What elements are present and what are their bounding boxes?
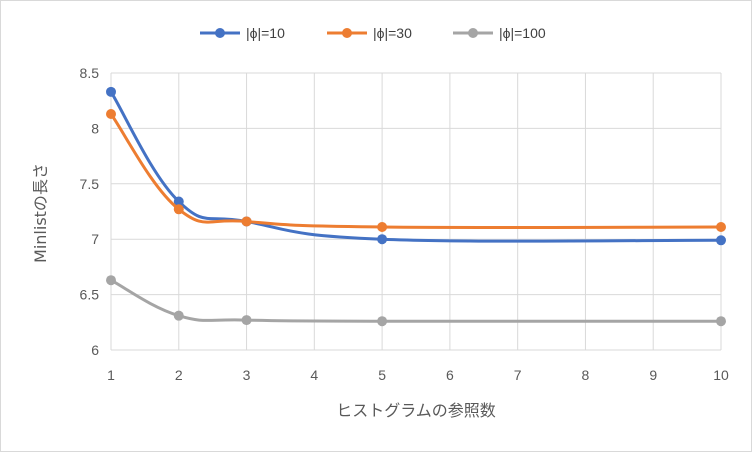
legend-marker [215, 28, 225, 38]
data-point [106, 275, 116, 286]
x-tick-label: 4 [310, 367, 318, 383]
y-tick-label: 7 [91, 231, 99, 247]
data-point [377, 316, 388, 327]
x-tick-label: 5 [378, 367, 386, 383]
data-point [241, 315, 252, 326]
data-point [173, 196, 184, 207]
y-axis-ticks: 6 6.5 7 7.5 8 8.5 [80, 65, 100, 358]
data-point [377, 222, 388, 233]
data-point [173, 310, 184, 321]
legend-item: |ϕ|=30 [327, 25, 412, 41]
legend-label: |ϕ|=30 [373, 25, 412, 41]
x-tick-label: 7 [514, 367, 522, 383]
x-tick-label: 6 [446, 367, 454, 383]
x-tick-label: 3 [243, 367, 251, 383]
y-tick-label: 6 [91, 342, 99, 358]
legend-label: |ϕ|=100 [499, 25, 546, 41]
series-group [106, 86, 726, 327]
data-point [716, 222, 726, 233]
legend-marker [468, 28, 478, 38]
data-point [106, 108, 116, 119]
series-line [109, 112, 723, 230]
series-3 [106, 275, 726, 327]
grid-lines [110, 72, 722, 351]
data-point [106, 86, 116, 97]
y-tick-label: 7.5 [80, 176, 100, 192]
data-point [173, 204, 184, 215]
legend-marker [342, 28, 352, 38]
x-tick-label: 8 [582, 367, 590, 383]
y-tick-label: 8.5 [80, 65, 100, 81]
y-tick-label: 8 [91, 120, 99, 136]
y-tick-label: 6.5 [80, 287, 100, 303]
x-tick-label: 10 [713, 367, 729, 383]
legend-label: |ϕ|=10 [246, 25, 285, 41]
x-tick-label: 2 [175, 367, 183, 383]
series-line [109, 278, 723, 323]
x-axis-label: ヒストグラムの参照数 [336, 401, 496, 420]
x-tick-label: 1 [107, 367, 115, 383]
data-point [716, 235, 726, 246]
data-point [716, 316, 726, 327]
data-point [241, 216, 252, 227]
legend: |ϕ|=10 |ϕ|=30 |ϕ|=100 [200, 25, 546, 41]
legend-item: |ϕ|=100 [453, 25, 546, 41]
x-tick-label: 9 [649, 367, 657, 383]
series-2 [106, 108, 726, 233]
legend-item: |ϕ|=10 [200, 25, 285, 41]
series-line [109, 90, 723, 243]
x-axis-ticks: 1 2 3 4 5 6 7 8 9 10 [107, 367, 729, 383]
data-point [377, 234, 388, 245]
y-axis-label: Minlistの長さ [31, 163, 50, 263]
